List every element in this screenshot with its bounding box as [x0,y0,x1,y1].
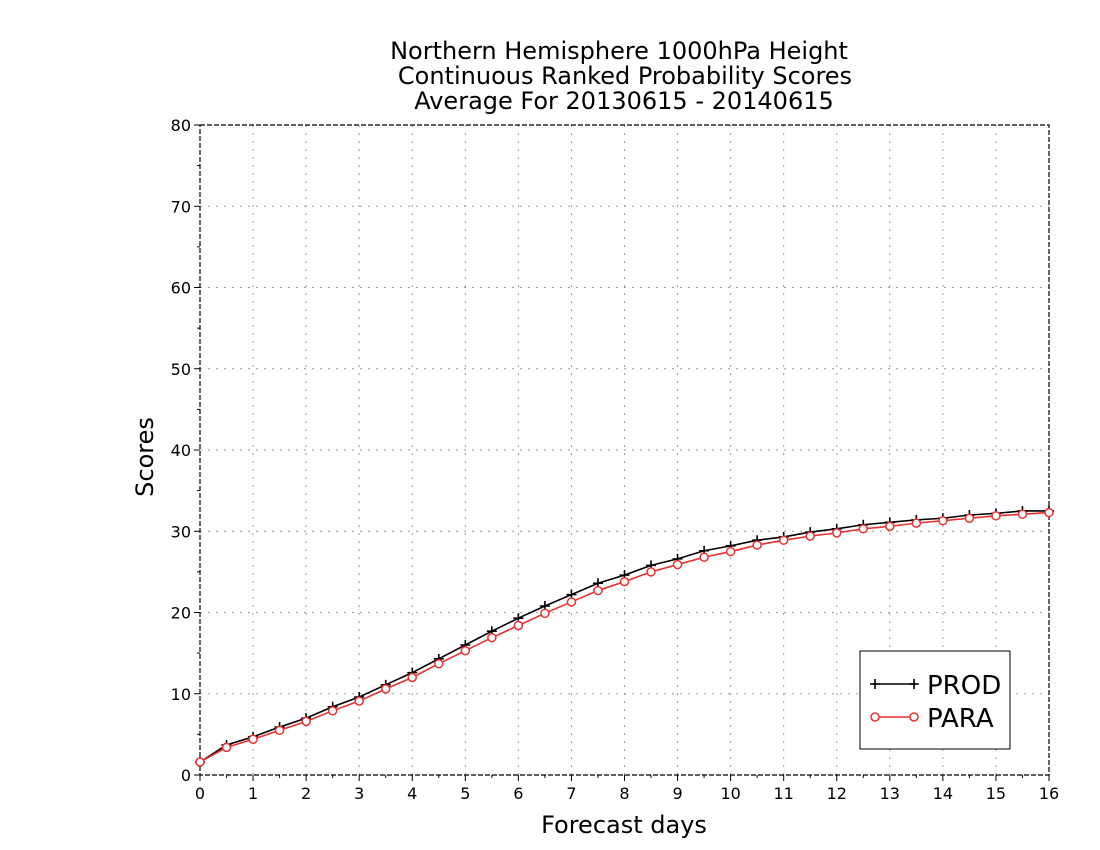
data-point-para [195,757,205,767]
y-tick-label: 10 [171,685,191,704]
data-point-para [805,531,815,541]
data-point-para [513,620,524,631]
axis-ticks [194,124,1050,781]
chart-title: Northern Hemisphere 1000hPa Height Conti… [390,37,852,115]
y-tick-label: 80 [171,116,191,135]
data-point-para [858,524,869,534]
x-tick-label: 2 [301,784,311,803]
y-tick-label: 30 [171,522,191,541]
data-point-para [964,513,975,523]
x-tick-label: 3 [354,784,364,803]
x-tick-label: 9 [672,784,682,803]
data-point-para [911,518,922,528]
series-para [195,507,1054,767]
chart-title-line-2: Continuous Ranked Probability Scores [398,62,852,90]
legend-marker-prod [909,679,919,689]
legend-marker-prod [870,679,880,689]
data-point-para [991,511,1001,521]
y-axis-label: Scores [131,417,159,497]
data-point-para [301,716,311,727]
data-point-para [487,632,497,643]
x-tick-label: 10 [720,784,740,803]
data-point-para [354,696,364,706]
y-tick-label: 0 [181,766,191,785]
legend-items [870,679,919,722]
data-point-para [885,521,895,532]
data-point-para [434,658,444,669]
y-tick-label: 70 [171,197,191,216]
chart-title-line-1: Northern Hemisphere 1000hPa Height [390,37,848,65]
data-point-para [672,559,683,570]
legend-label-prod: PROD [927,671,1001,701]
x-tick-label: 12 [827,784,847,803]
data-point-para [938,515,948,526]
y-tick-label: 60 [171,279,191,298]
data-point-para [540,608,550,619]
data-point-para [221,742,232,753]
data-point-para [619,576,630,587]
data-point-para [407,672,417,683]
grid-lines [200,125,1049,775]
x-tick-label: 11 [774,784,794,803]
x-tick-label: 4 [407,784,417,803]
x-tick-label: 5 [460,784,470,803]
x-tick-label: 7 [566,784,576,803]
data-point-para [832,528,842,538]
plot-frame [199,124,1050,776]
y-tick-label: 20 [171,604,191,623]
data-point-para [778,535,789,545]
data-point-para [327,706,338,716]
x-tick-label: 8 [619,784,629,803]
legend-label-para: PARA [927,704,994,734]
y-axis-tick-labels: 0 10 20 30 40 50 60 70 80 [171,116,191,785]
x-tick-label: 1 [248,784,258,803]
x-axis-label: Forecast days [541,811,707,839]
data-point-para [699,552,709,562]
data-point-para [1017,509,1028,519]
x-tick-label: 15 [986,784,1006,803]
x-tick-label: 14 [933,784,953,803]
data-point-para [646,567,656,577]
x-axis-tick-labels: 0 1 2 3 4 5 6 7 8 9 10 11 12 13 14 15 16 [195,784,1059,803]
data-point-para [725,546,736,557]
data-series [195,505,1054,767]
x-tick-label: 16 [1039,784,1059,803]
data-point-para [566,597,577,607]
data-point-para [460,645,471,656]
x-tick-label: 0 [195,784,205,803]
legend-box [859,650,1011,750]
legend-marker-para [909,712,919,722]
legend: PROD PARA [859,650,1011,750]
data-point-para [380,684,391,694]
data-point-para [593,585,603,596]
data-point-para [248,734,258,744]
chart-title-line-3: Average For 20130615 - 20140615 [414,87,834,115]
legend-marker-para [870,712,880,722]
y-tick-label: 40 [171,441,191,460]
x-tick-label: 6 [513,784,523,803]
y-tick-label: 50 [171,360,191,379]
data-point-para [1044,507,1054,518]
x-tick-label: 13 [880,784,900,803]
data-point-para [752,540,762,550]
data-point-para [274,725,285,736]
